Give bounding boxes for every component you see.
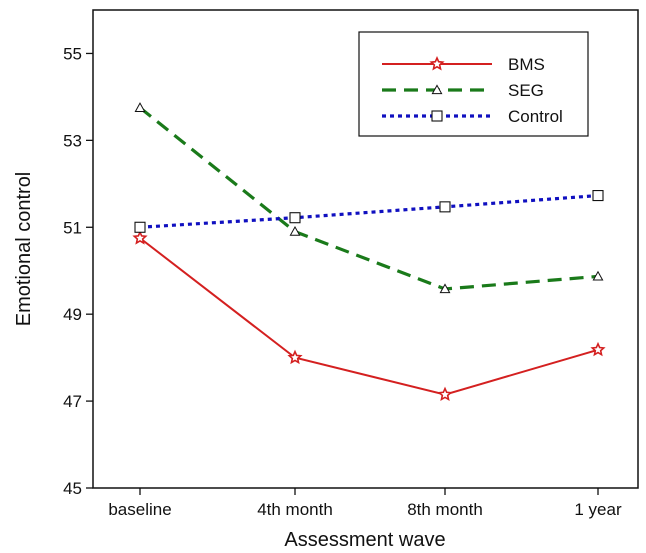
data-point-seg <box>439 283 451 294</box>
series-control <box>134 190 604 233</box>
data-point-control <box>592 190 604 202</box>
plot-frame <box>92 9 639 489</box>
y-tick-label: 51 <box>63 218 82 237</box>
x-axis-title: Assessment wave <box>284 529 445 551</box>
legend-marker-seg <box>431 84 443 95</box>
data-point-bms <box>437 386 453 402</box>
y-axis-title: Emotional control <box>13 172 35 327</box>
y-axis: 45 47 49 51 53 55 <box>63 44 93 498</box>
x-axis: baseline 4th month 8th month 1 year <box>108 488 622 519</box>
data-point-control <box>289 212 301 224</box>
y-tick-label: 49 <box>63 305 82 324</box>
series-line-bms <box>139 237 599 396</box>
y-tick-label: 53 <box>63 131 82 150</box>
y-tick-label: 55 <box>63 44 82 63</box>
series-bms <box>132 230 606 402</box>
legend-label-seg: SEG <box>508 81 544 100</box>
x-tick-label: 8th month <box>407 500 483 519</box>
data-point-bms <box>132 230 148 245</box>
legend-marker-control <box>431 110 443 122</box>
y-tick-label: 47 <box>63 392 82 411</box>
x-tick-label: baseline <box>108 500 171 519</box>
data-point-seg <box>134 102 146 112</box>
series-line-seg <box>139 106 599 291</box>
legend-label-control: Control <box>508 107 563 126</box>
legend: BMS SEG Control <box>358 31 589 137</box>
data-point-seg <box>592 270 604 281</box>
x-tick-label: 4th month <box>257 500 333 519</box>
data-point-control <box>439 201 451 213</box>
series-layer <box>132 102 606 402</box>
data-point-control <box>134 221 146 233</box>
x-tick-label: 1 year <box>574 500 622 519</box>
legend-box <box>358 31 589 137</box>
series-line-control <box>139 193 599 229</box>
legend-label-bms: BMS <box>508 55 545 74</box>
y-tick-label: 45 <box>63 479 82 498</box>
data-point-bms <box>287 349 303 365</box>
legend-marker-bms <box>429 56 445 71</box>
series-seg <box>134 102 604 294</box>
data-point-seg <box>289 225 301 236</box>
data-point-bms <box>590 341 606 357</box>
